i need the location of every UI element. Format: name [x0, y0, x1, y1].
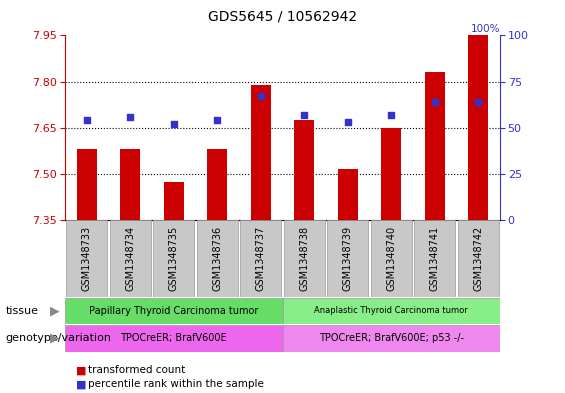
- Text: genotype/variation: genotype/variation: [6, 333, 112, 343]
- Bar: [66, 220, 107, 297]
- Text: GSM1348740: GSM1348740: [386, 226, 396, 291]
- Bar: [282, 298, 500, 324]
- Text: Papillary Thyroid Carcinoma tumor: Papillary Thyroid Carcinoma tumor: [89, 306, 258, 316]
- Bar: [153, 220, 194, 297]
- Text: ▶: ▶: [50, 332, 59, 345]
- Bar: [197, 220, 238, 297]
- Bar: [425, 72, 445, 220]
- Point: [125, 114, 134, 120]
- Point: [343, 119, 352, 125]
- Text: ■: ■: [76, 379, 87, 389]
- Text: GSM1348737: GSM1348737: [256, 226, 266, 291]
- Point: [212, 117, 221, 123]
- Bar: [284, 220, 325, 297]
- Text: GSM1348733: GSM1348733: [82, 226, 92, 291]
- Bar: [282, 325, 500, 352]
- Text: Anaplastic Thyroid Carcinoma tumor: Anaplastic Thyroid Carcinoma tumor: [314, 307, 468, 315]
- Text: 100%: 100%: [471, 24, 500, 33]
- Text: transformed count: transformed count: [88, 365, 185, 375]
- Point: [430, 99, 439, 105]
- Bar: [240, 220, 281, 297]
- Bar: [338, 169, 358, 220]
- Text: GSM1348741: GSM1348741: [430, 226, 440, 291]
- Point: [473, 99, 483, 105]
- Bar: [251, 84, 271, 220]
- Text: ▶: ▶: [50, 304, 59, 318]
- Text: GSM1348735: GSM1348735: [169, 226, 179, 291]
- Text: GDS5645 / 10562942: GDS5645 / 10562942: [208, 10, 357, 24]
- Bar: [458, 220, 499, 297]
- Text: ■: ■: [76, 365, 87, 375]
- Text: TPOCreER; BrafV600E: TPOCreER; BrafV600E: [120, 333, 227, 343]
- Text: percentile rank within the sample: percentile rank within the sample: [88, 379, 263, 389]
- Bar: [371, 220, 412, 297]
- Bar: [164, 182, 184, 220]
- Bar: [207, 149, 227, 220]
- Text: tissue: tissue: [6, 306, 38, 316]
- Point: [299, 112, 308, 118]
- Bar: [327, 220, 368, 297]
- Text: GSM1348736: GSM1348736: [212, 226, 222, 291]
- Bar: [77, 149, 97, 220]
- Text: GSM1348734: GSM1348734: [125, 226, 135, 291]
- Bar: [294, 120, 314, 220]
- Point: [256, 93, 265, 99]
- Bar: [120, 149, 140, 220]
- Bar: [110, 220, 151, 297]
- Bar: [381, 128, 401, 220]
- Text: GSM1348739: GSM1348739: [343, 226, 353, 291]
- Bar: [65, 298, 282, 324]
- Bar: [414, 220, 455, 297]
- Text: GSM1348738: GSM1348738: [299, 226, 309, 291]
- Point: [82, 117, 92, 123]
- Text: GSM1348742: GSM1348742: [473, 226, 483, 291]
- Point: [169, 121, 178, 127]
- Text: TPOCreER; BrafV600E; p53 -/-: TPOCreER; BrafV600E; p53 -/-: [319, 333, 464, 343]
- Point: [386, 112, 396, 118]
- Bar: [65, 325, 282, 352]
- Bar: [468, 35, 488, 220]
